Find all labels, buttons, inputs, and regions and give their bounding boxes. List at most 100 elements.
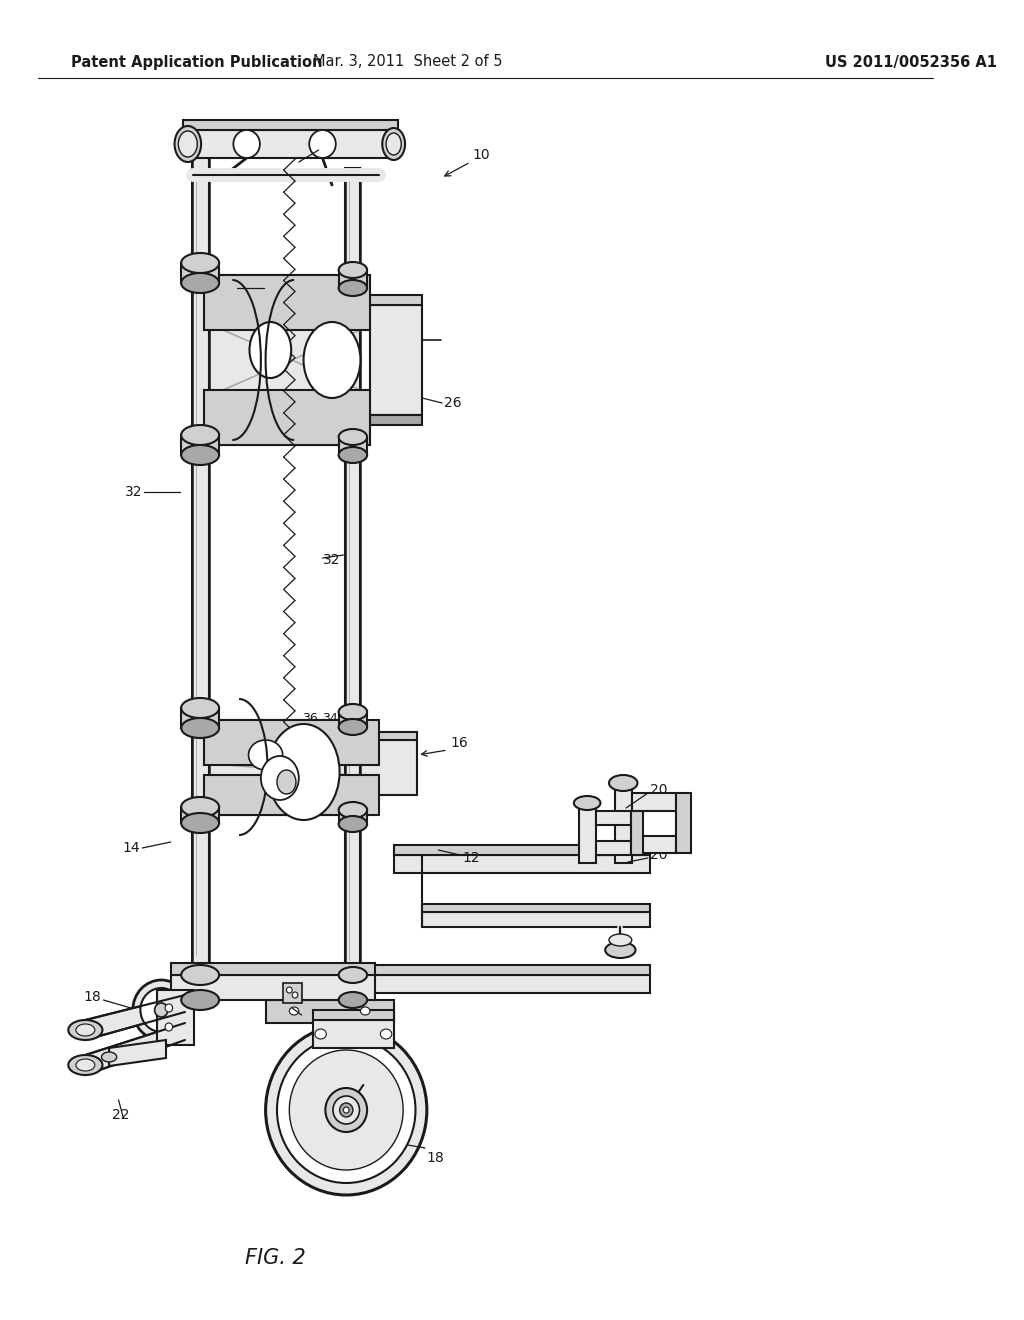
- Polygon shape: [204, 389, 370, 445]
- Polygon shape: [183, 129, 398, 158]
- Ellipse shape: [133, 979, 189, 1040]
- Polygon shape: [339, 271, 367, 288]
- Polygon shape: [265, 1001, 393, 1023]
- Ellipse shape: [315, 1030, 327, 1039]
- Polygon shape: [370, 965, 650, 975]
- Ellipse shape: [287, 987, 292, 993]
- Polygon shape: [339, 711, 367, 727]
- Polygon shape: [204, 775, 380, 814]
- Text: 28: 28: [321, 135, 338, 149]
- Ellipse shape: [609, 935, 632, 946]
- Polygon shape: [370, 294, 422, 305]
- Ellipse shape: [290, 1007, 299, 1015]
- Polygon shape: [345, 168, 360, 965]
- Polygon shape: [370, 414, 422, 425]
- Ellipse shape: [261, 756, 299, 800]
- Ellipse shape: [276, 770, 296, 795]
- Ellipse shape: [360, 1007, 370, 1015]
- Polygon shape: [181, 263, 219, 282]
- Polygon shape: [181, 708, 219, 729]
- Ellipse shape: [309, 129, 336, 158]
- Polygon shape: [393, 855, 650, 873]
- Ellipse shape: [326, 1088, 367, 1133]
- Text: 26: 26: [444, 396, 462, 411]
- Ellipse shape: [339, 261, 367, 279]
- Polygon shape: [676, 793, 690, 853]
- Ellipse shape: [276, 1038, 416, 1183]
- Text: 34: 34: [323, 711, 338, 725]
- Polygon shape: [631, 810, 643, 855]
- Ellipse shape: [380, 1030, 392, 1039]
- Ellipse shape: [181, 273, 219, 293]
- Text: FIG. 2: FIG. 2: [245, 1247, 305, 1269]
- Ellipse shape: [339, 816, 367, 832]
- Ellipse shape: [382, 128, 406, 160]
- Polygon shape: [171, 975, 375, 1001]
- Text: 14: 14: [123, 841, 140, 855]
- Polygon shape: [632, 836, 676, 853]
- Polygon shape: [422, 912, 650, 927]
- Polygon shape: [360, 733, 418, 741]
- Text: 36: 36: [302, 711, 317, 725]
- Polygon shape: [171, 964, 375, 975]
- Ellipse shape: [333, 1096, 359, 1125]
- Polygon shape: [370, 305, 422, 414]
- Ellipse shape: [140, 987, 182, 1032]
- Polygon shape: [579, 803, 596, 863]
- Ellipse shape: [165, 1023, 173, 1031]
- Ellipse shape: [339, 993, 367, 1008]
- Text: 18: 18: [427, 1151, 444, 1166]
- Ellipse shape: [343, 1107, 349, 1113]
- Ellipse shape: [101, 1052, 117, 1063]
- Text: Mar. 3, 2011  Sheet 2 of 5: Mar. 3, 2011 Sheet 2 of 5: [313, 54, 503, 70]
- Polygon shape: [614, 783, 632, 863]
- Ellipse shape: [249, 741, 283, 770]
- Text: 20: 20: [650, 847, 668, 862]
- Ellipse shape: [339, 280, 367, 296]
- Ellipse shape: [178, 131, 198, 157]
- Ellipse shape: [181, 425, 219, 445]
- Ellipse shape: [339, 803, 367, 818]
- Polygon shape: [204, 275, 370, 330]
- Ellipse shape: [69, 1020, 102, 1040]
- Ellipse shape: [181, 797, 219, 817]
- Ellipse shape: [181, 253, 219, 273]
- Polygon shape: [85, 995, 185, 1040]
- Ellipse shape: [181, 813, 219, 833]
- Text: 20: 20: [650, 783, 668, 797]
- Ellipse shape: [339, 704, 367, 719]
- Ellipse shape: [605, 942, 636, 958]
- Ellipse shape: [339, 968, 367, 983]
- Ellipse shape: [573, 796, 600, 810]
- Polygon shape: [313, 1010, 393, 1020]
- Polygon shape: [204, 719, 380, 766]
- Text: 24: 24: [285, 995, 302, 1008]
- Ellipse shape: [181, 445, 219, 465]
- Polygon shape: [370, 975, 650, 993]
- Ellipse shape: [165, 1005, 173, 1012]
- Polygon shape: [110, 1040, 166, 1067]
- Text: Patent Application Publication: Patent Application Publication: [71, 54, 323, 70]
- Ellipse shape: [155, 1003, 168, 1016]
- Ellipse shape: [181, 990, 219, 1010]
- Text: 30: 30: [218, 281, 236, 294]
- Polygon shape: [209, 275, 360, 445]
- Ellipse shape: [76, 1059, 95, 1071]
- Ellipse shape: [609, 775, 638, 791]
- Ellipse shape: [339, 447, 367, 463]
- Ellipse shape: [69, 1055, 102, 1074]
- Ellipse shape: [339, 429, 367, 445]
- Polygon shape: [313, 1020, 393, 1048]
- Text: 16: 16: [451, 737, 468, 750]
- Text: 32: 32: [125, 484, 142, 499]
- Ellipse shape: [292, 993, 298, 998]
- Text: 10: 10: [472, 148, 490, 162]
- Polygon shape: [596, 810, 631, 825]
- Polygon shape: [181, 436, 219, 455]
- Ellipse shape: [233, 129, 260, 158]
- Polygon shape: [422, 904, 650, 912]
- Polygon shape: [181, 807, 219, 822]
- Polygon shape: [183, 120, 398, 129]
- Ellipse shape: [339, 719, 367, 735]
- Ellipse shape: [181, 718, 219, 738]
